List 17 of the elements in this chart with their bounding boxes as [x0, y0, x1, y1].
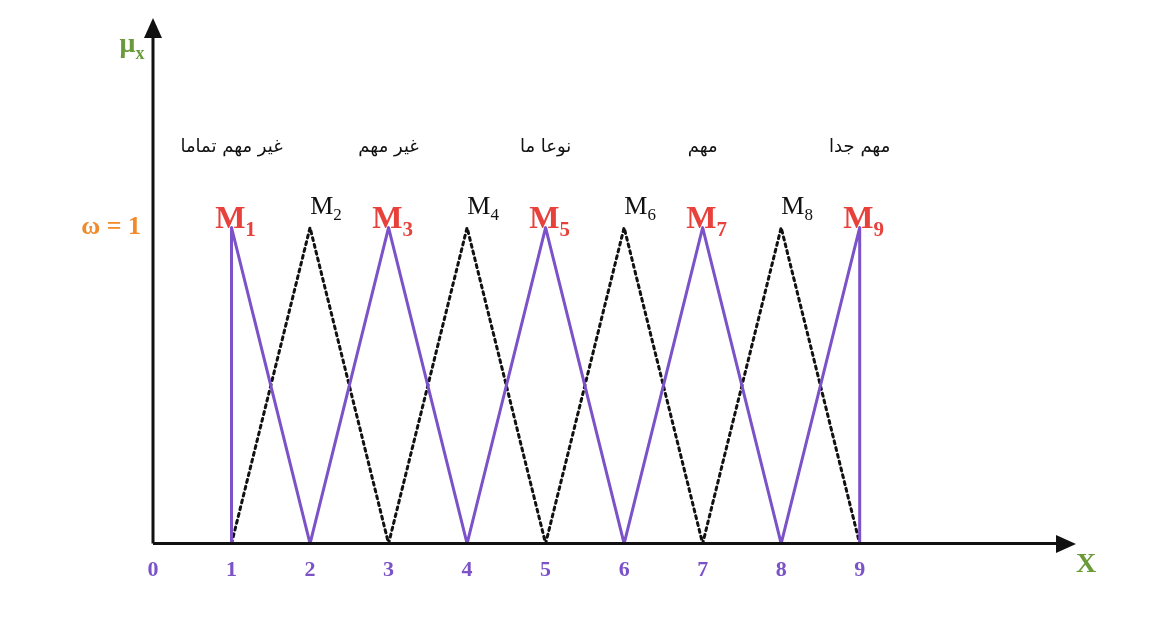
x-tick-label: 4 [461, 556, 473, 582]
text: ω = 1 [81, 211, 141, 241]
x-tick-label: 7 [697, 556, 709, 582]
text: مهم [687, 134, 718, 157]
x-tick-label: 2 [304, 556, 316, 582]
x-tick-label: 0 [147, 556, 159, 582]
x-tick-label: 1 [226, 556, 238, 582]
text: نوعا ما [519, 134, 572, 157]
text: غير مهم تماما [180, 134, 283, 157]
text: مهم جدا [829, 134, 891, 157]
x-tick-label: 5 [540, 556, 552, 582]
x-tick-label: 9 [854, 556, 866, 582]
x-tick-label: 3 [383, 556, 395, 582]
x-axis-title: X [1075, 546, 1097, 578]
text: غير مهم [358, 134, 419, 157]
x-tick-label: 8 [775, 556, 787, 582]
x-tick-label: 6 [618, 556, 630, 582]
